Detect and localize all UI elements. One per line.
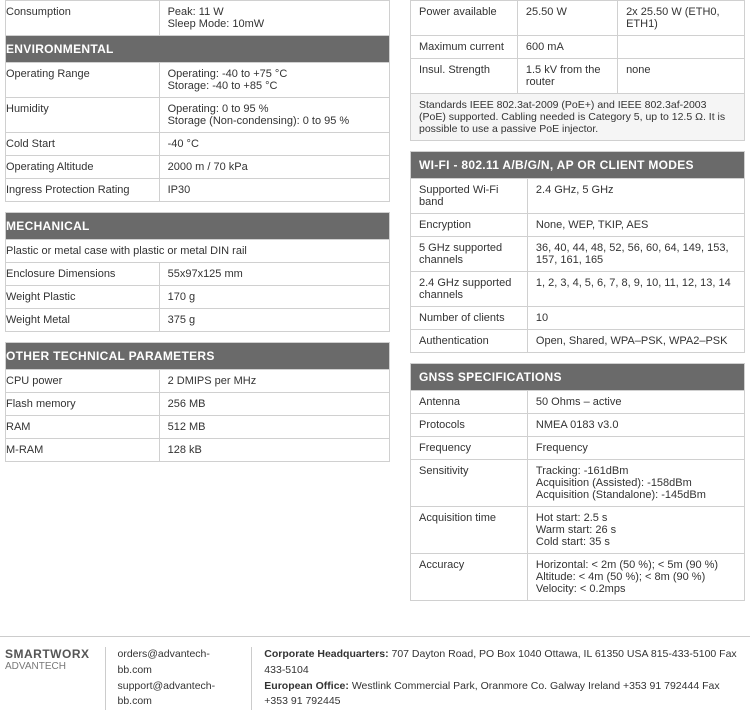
other-row-value: 512 MB bbox=[159, 416, 389, 439]
top-row-label: Insul. Strength bbox=[411, 59, 518, 94]
env-header: ENVIRONMENTAL bbox=[6, 36, 390, 63]
top-row-c1: 25.50 W bbox=[517, 1, 617, 36]
top-row-c1: 600 mA bbox=[517, 36, 617, 59]
wifi-row-label: Authentication bbox=[411, 330, 528, 353]
brand-line2: ADVANTECH bbox=[5, 661, 90, 672]
other-row-value: 2 DMIPS per MHz bbox=[159, 370, 389, 393]
wifi-row-label: Encryption bbox=[411, 214, 528, 237]
mech-row-label: Weight Plastic bbox=[6, 286, 160, 309]
gnss-row-value: 50 Ohms – active bbox=[527, 391, 744, 414]
wifi-row-label: Number of clients bbox=[411, 307, 528, 330]
gnss-row-label: Frequency bbox=[411, 437, 528, 460]
gnss-row-label: Protocols bbox=[411, 414, 528, 437]
gnss-row-value: Horizontal: < 2m (50 %); < 5m (90 %) Alt… bbox=[527, 554, 744, 601]
env-row-label: Operating Range bbox=[6, 63, 160, 98]
gnss-row-label: Sensitivity bbox=[411, 460, 528, 507]
gnss-row-value: Tracking: -161dBm Acquisition (Assisted)… bbox=[527, 460, 744, 507]
mech-row-value: 170 g bbox=[159, 286, 389, 309]
mech-header: MECHANICAL bbox=[6, 213, 390, 240]
env-row-value: IP30 bbox=[159, 179, 389, 202]
top-row-c2: 2x 25.50 W (ETH0, ETH1) bbox=[618, 1, 745, 36]
other-row-label: Flash memory bbox=[6, 393, 160, 416]
other-row-value: 128 kB bbox=[159, 439, 389, 462]
top-row-c2 bbox=[618, 36, 745, 59]
wifi-row-value: Open, Shared, WPA–PSK, WPA2–PSK bbox=[527, 330, 744, 353]
consumption-label: Consumption bbox=[6, 1, 160, 36]
left-top-table: Consumption Peak: 11 W Sleep Mode: 10mW … bbox=[5, 0, 390, 202]
other-header: OTHER TECHNICAL PARAMETERS bbox=[6, 343, 390, 370]
top-row-c1: 1.5 kV from the router bbox=[517, 59, 617, 94]
right-top-table: Power available 25.50 W 2x 25.50 W (ETH0… bbox=[410, 0, 745, 141]
env-row-label: Cold Start bbox=[6, 133, 160, 156]
wifi-row-value: None, WEP, TKIP, AES bbox=[527, 214, 744, 237]
env-row-value: 2000 m / 70 kPa bbox=[159, 156, 389, 179]
wifi-row-label: 2.4 GHz supported channels bbox=[411, 272, 528, 307]
wifi-row-value: 2.4 GHz, 5 GHz bbox=[527, 179, 744, 214]
gnss-row-value: Hot start: 2.5 s Warm start: 26 s Cold s… bbox=[527, 507, 744, 554]
other-row-value: 256 MB bbox=[159, 393, 389, 416]
mech-table: MECHANICAL Plastic or metal case with pl… bbox=[5, 212, 390, 332]
top-row-label: Power available bbox=[411, 1, 518, 36]
env-row-label: Humidity bbox=[6, 98, 160, 133]
gnss-row-value: Frequency bbox=[527, 437, 744, 460]
gnss-table: GNSS SPECIFICATIONS Antenna50 Ohms – act… bbox=[410, 363, 745, 601]
env-row-value: -40 °C bbox=[159, 133, 389, 156]
wifi-header: WI-FI - 802.11 A/B/G/N, AP OR CLIENT MOD… bbox=[411, 152, 745, 179]
top-row-c2: none bbox=[618, 59, 745, 94]
mech-row-value: 55x97x125 mm bbox=[159, 263, 389, 286]
gnss-row-value: NMEA 0183 v3.0 bbox=[527, 414, 744, 437]
brand-line1: SMARTWORX bbox=[5, 647, 90, 661]
eu-label: European Office: bbox=[264, 680, 349, 692]
mech-row-label: Enclosure Dimensions bbox=[6, 263, 160, 286]
other-row-label: M-RAM bbox=[6, 439, 160, 462]
consumption-value: Peak: 11 W Sleep Mode: 10mW bbox=[159, 1, 389, 36]
other-table: OTHER TECHNICAL PARAMETERS CPU power2 DM… bbox=[5, 342, 390, 462]
other-row-label: CPU power bbox=[6, 370, 160, 393]
top-note: Standards IEEE 802.3at-2009 (PoE+) and I… bbox=[411, 94, 745, 141]
top-row-label: Maximum current bbox=[411, 36, 518, 59]
gnss-row-label: Accuracy bbox=[411, 554, 528, 601]
env-row-value: Operating: -40 to +75 °C Storage: -40 to… bbox=[159, 63, 389, 98]
mech-row-value: 375 g bbox=[159, 309, 389, 332]
hq-label: Corporate Headquarters: bbox=[264, 648, 388, 660]
wifi-table: WI-FI - 802.11 A/B/G/N, AP OR CLIENT MOD… bbox=[410, 151, 745, 353]
mech-row-label: Weight Metal bbox=[6, 309, 160, 332]
gnss-row-label: Antenna bbox=[411, 391, 528, 414]
mech-note: Plastic or metal case with plastic or me… bbox=[6, 240, 390, 263]
wifi-row-label: 5 GHz supported channels bbox=[411, 237, 528, 272]
footer-brand: SMARTWORX ADVANTECH bbox=[5, 647, 90, 672]
gnss-header: GNSS SPECIFICATIONS bbox=[411, 364, 745, 391]
footer: SMARTWORX ADVANTECH orders@advantech-bb.… bbox=[0, 636, 750, 720]
wifi-row-label: Supported Wi-Fi band bbox=[411, 179, 528, 214]
other-row-label: RAM bbox=[6, 416, 160, 439]
footer-emails: orders@advantech-bb.com support@advantec… bbox=[105, 647, 237, 710]
wifi-row-value: 36, 40, 44, 48, 52, 56, 60, 64, 149, 153… bbox=[527, 237, 744, 272]
wifi-row-value: 10 bbox=[527, 307, 744, 330]
env-row-label: Operating Altitude bbox=[6, 156, 160, 179]
wifi-row-value: 1, 2, 3, 4, 5, 6, 7, 8, 9, 10, 11, 12, 1… bbox=[527, 272, 744, 307]
footer-address: Corporate Headquarters: 707 Dayton Road,… bbox=[251, 647, 745, 710]
email-orders: orders@advantech-bb.com bbox=[118, 647, 237, 679]
gnss-row-label: Acquisition time bbox=[411, 507, 528, 554]
env-row-value: Operating: 0 to 95 % Storage (Non-conden… bbox=[159, 98, 389, 133]
env-row-label: Ingress Protection Rating bbox=[6, 179, 160, 202]
email-support: support@advantech-bb.com bbox=[118, 679, 237, 711]
